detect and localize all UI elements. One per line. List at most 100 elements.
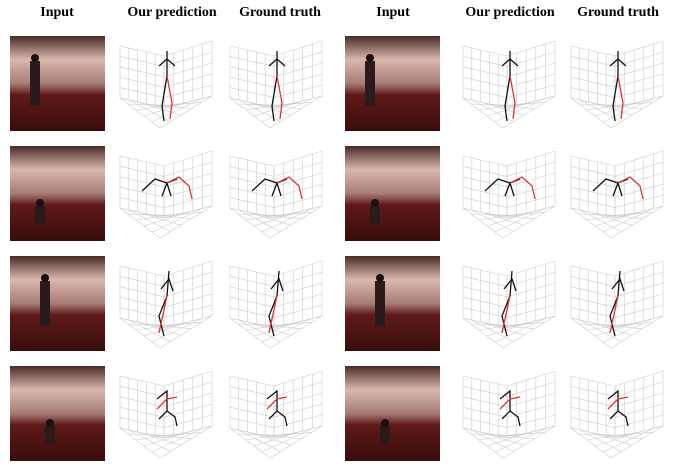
head xyxy=(371,199,379,207)
column-header: Our prediction xyxy=(127,5,217,20)
grid-line xyxy=(463,77,507,87)
grid-line xyxy=(463,287,507,297)
grid-line xyxy=(571,187,615,197)
grid-line xyxy=(603,208,653,232)
grid-line xyxy=(230,88,274,98)
column-header: Our prediction xyxy=(465,5,555,20)
grid-line xyxy=(603,98,653,122)
grid-line xyxy=(262,428,312,452)
grid-line xyxy=(615,294,663,307)
column-header: Input xyxy=(40,5,74,20)
grid-line xyxy=(230,156,274,166)
grid-line xyxy=(164,74,212,87)
grid-line xyxy=(120,46,164,56)
input-photo xyxy=(10,146,105,241)
grid-line xyxy=(503,426,555,458)
input-photo xyxy=(345,366,440,461)
grid-line xyxy=(164,316,212,328)
grid-line xyxy=(164,41,212,56)
grid-line xyxy=(274,63,322,77)
grid-line xyxy=(503,316,555,348)
grid-line xyxy=(164,426,212,438)
person xyxy=(35,206,45,224)
grid-line xyxy=(463,156,507,166)
grid-line xyxy=(571,177,615,187)
grid-line xyxy=(164,393,212,407)
person xyxy=(365,61,375,106)
grid-line xyxy=(507,162,555,176)
grid-line xyxy=(507,151,555,166)
grid-line xyxy=(603,428,653,452)
grid-line xyxy=(152,208,202,232)
grid-line xyxy=(463,166,507,176)
grid-line xyxy=(120,177,164,187)
grid-line xyxy=(507,294,555,307)
grid-line xyxy=(274,426,322,438)
grid-line xyxy=(495,98,545,122)
grid-line xyxy=(615,206,663,218)
grid-line xyxy=(463,386,507,396)
grid-line xyxy=(571,308,615,318)
head xyxy=(366,54,374,62)
person xyxy=(375,281,385,326)
grid-line xyxy=(230,308,274,318)
grid-line xyxy=(615,415,663,428)
head xyxy=(31,54,39,62)
head xyxy=(46,419,54,427)
grid-line xyxy=(120,386,164,396)
grid-line xyxy=(507,195,555,208)
grid-line xyxy=(262,208,312,232)
grid-line xyxy=(507,426,555,438)
grid-line xyxy=(611,316,663,348)
grid-line xyxy=(507,371,555,386)
grid-line xyxy=(262,98,312,122)
column-header: Ground truth xyxy=(577,5,659,20)
grid-line xyxy=(571,266,615,276)
skeleton-right xyxy=(510,76,515,119)
column-header: Ground truth xyxy=(239,5,321,20)
grid-line xyxy=(120,56,164,66)
grid-line xyxy=(274,151,322,166)
grid-line xyxy=(152,428,202,452)
grid-line xyxy=(120,418,164,428)
grid-line xyxy=(120,308,164,318)
grid-line xyxy=(507,382,555,396)
grid-line xyxy=(274,162,322,176)
grid-line xyxy=(230,276,274,286)
grid-line xyxy=(507,393,555,407)
grid-line xyxy=(120,88,164,98)
grid-line xyxy=(615,393,663,407)
grid-line xyxy=(615,371,663,386)
grid-line xyxy=(571,166,615,176)
grid-line xyxy=(274,316,322,328)
skeleton-arms xyxy=(618,411,628,426)
grid-line xyxy=(274,371,322,386)
grid-line xyxy=(274,305,322,318)
grid-line xyxy=(164,151,212,166)
grid-line xyxy=(615,305,663,318)
grid-line xyxy=(230,376,274,386)
grid-line xyxy=(495,208,545,232)
grid-line xyxy=(571,156,615,166)
grid-line xyxy=(571,376,615,386)
grid-line xyxy=(463,177,507,187)
grid-line xyxy=(120,376,164,386)
skeleton-right xyxy=(618,76,623,119)
grid-line xyxy=(463,418,507,428)
grid-line xyxy=(160,96,212,128)
skeleton-arms xyxy=(510,411,520,426)
grid-line xyxy=(503,206,555,238)
skeleton-arms xyxy=(167,411,177,426)
grid-line xyxy=(270,96,322,128)
grid-line xyxy=(230,198,274,208)
grid-line xyxy=(164,404,212,417)
input-photo xyxy=(10,366,105,461)
grid-line xyxy=(611,96,663,128)
grid-line xyxy=(571,88,615,98)
grid-line xyxy=(230,287,274,297)
person xyxy=(40,281,50,326)
grid-line xyxy=(463,276,507,286)
head xyxy=(376,274,384,282)
grid-line xyxy=(230,297,274,307)
grid-line xyxy=(507,316,555,328)
